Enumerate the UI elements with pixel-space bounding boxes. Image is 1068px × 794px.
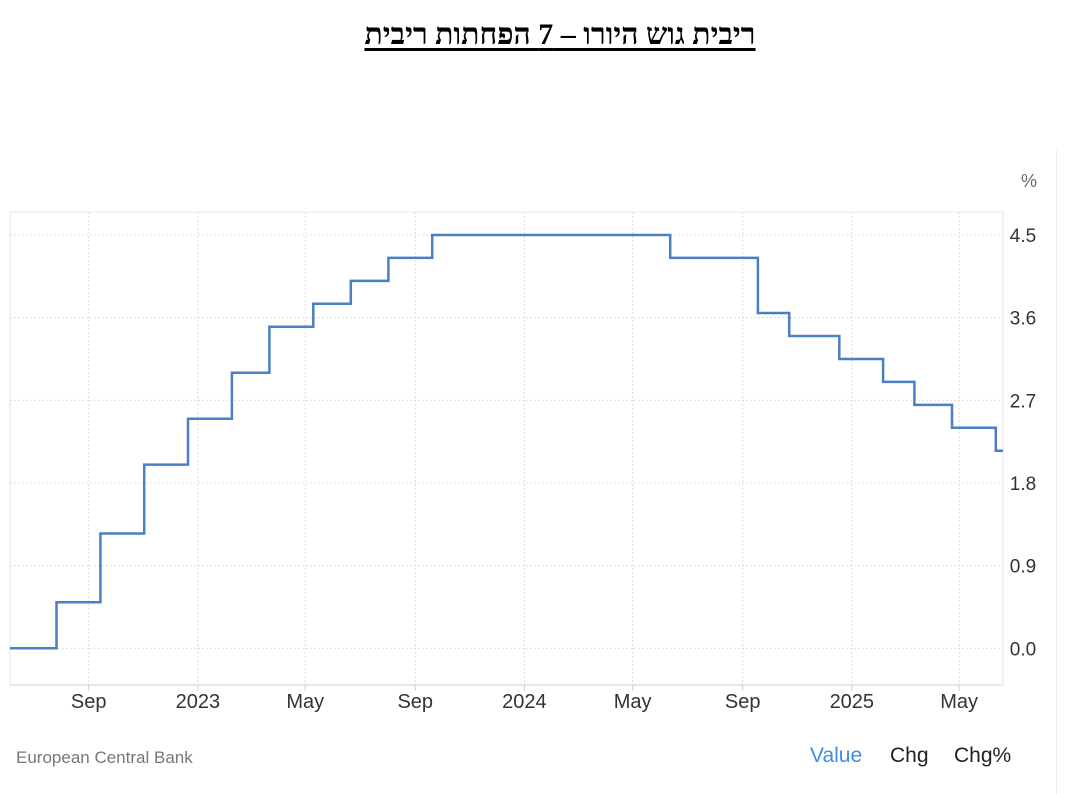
tab-value[interactable]: Value — [810, 744, 863, 767]
x-tick-label: Sep — [71, 691, 107, 713]
y-tick-label: 3.6 — [1010, 309, 1036, 330]
y-tick-label: 0.0 — [1010, 639, 1036, 660]
chart-frame — [9, 211, 1004, 686]
y-tick-label: 0.9 — [1010, 557, 1036, 578]
x-grid — [88, 212, 960, 691]
y-tick-label: 4.5 — [1010, 226, 1036, 247]
x-tick-label: 2025 — [830, 691, 875, 713]
x-axis-ticks: Sep 2023 May Sep 2024 May Sep 2025 May — [71, 691, 978, 713]
x-tick-label: 2023 — [176, 691, 221, 713]
y-axis-ticks: 0.0 0.9 1.8 2.7 3.6 4.5 — [1010, 226, 1036, 660]
rate-series-line[interactable] — [10, 233, 1003, 650]
chart-right-border — [1056, 150, 1057, 794]
page-title: ריבית גוש היורו – 7 הפחתות ריבית — [364, 18, 756, 51]
x-tick-label: 2024 — [502, 691, 547, 713]
source-label: European Central Bank — [16, 748, 193, 767]
x-tick-label: May — [286, 691, 324, 713]
x-tick-label: Sep — [725, 691, 761, 713]
x-tick-label: May — [614, 691, 652, 713]
tab-chg[interactable]: Chg — [890, 744, 929, 767]
y-tick-label: 2.7 — [1010, 391, 1036, 412]
y-tick-label: 1.8 — [1010, 474, 1036, 495]
rate-points — [10, 235, 1003, 649]
x-tick-label: May — [940, 691, 978, 713]
tab-chg-percent[interactable]: Chg% — [954, 744, 1012, 767]
x-tick-label: Sep — [397, 691, 433, 713]
y-unit-label: % — [1021, 171, 1037, 191]
view-tabs: Value Chg Chg% — [0, 744, 1068, 776]
y-grid — [10, 234, 1003, 649]
